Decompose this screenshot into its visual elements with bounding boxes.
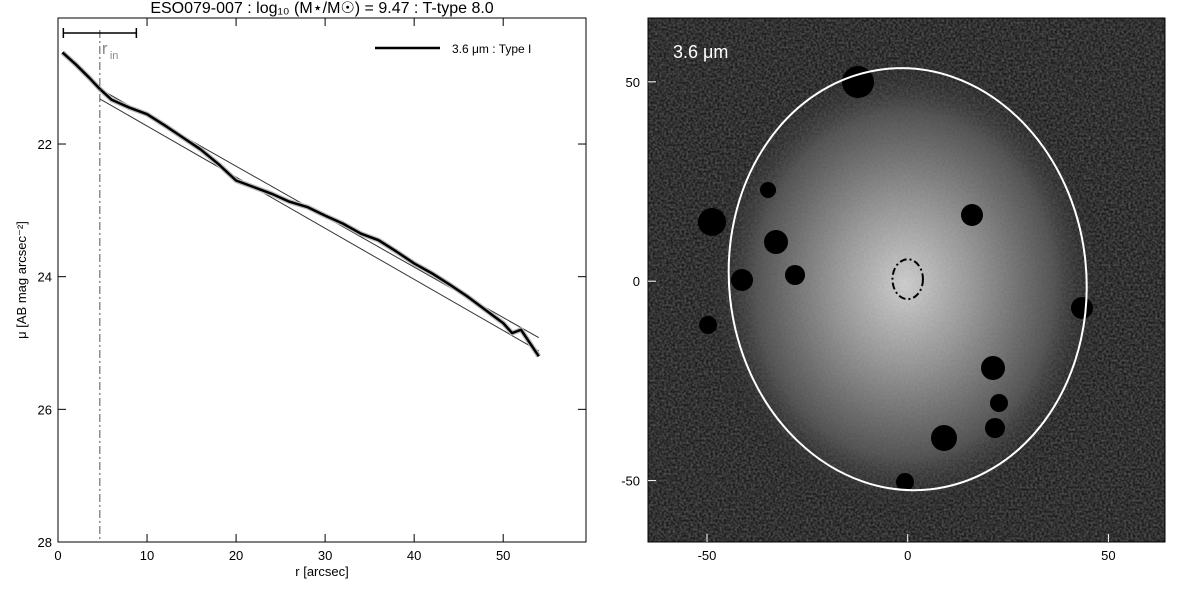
y-tick-label: 28 [38,535,52,550]
y-tick-label: -50 [621,474,640,489]
x-tick-label: 50 [1101,548,1115,563]
x-tick-label: 10 [140,548,154,563]
image-panel: 3.6 μm -50 0 50 -50 0 50 [621,17,1166,563]
y-axis-label: μ [AB mag arcsec⁻²] [14,221,29,339]
y-tick-label: 22 [38,137,52,152]
y-tick-label: 0 [633,274,640,289]
chart-title: ESO079-007 : log₁₀ (M⋆/M☉) = 9.47 : T-ty… [150,0,493,17]
masks [698,66,1093,491]
fit-line [99,98,540,352]
r-in-sub: in [110,50,119,62]
x-tick-label: 0 [54,548,61,563]
y-tick-label: 50 [626,75,640,90]
x-tick-label: 40 [407,548,421,563]
x-tick-label: -50 [698,548,717,563]
band-label: 3.6 μm [673,42,728,62]
aperture-ellipse [891,258,924,301]
x-tick-label: 30 [318,548,332,563]
aperture-ellipse [727,67,1088,492]
x-tick-label: 50 [496,548,510,563]
y-tick-label: 24 [38,270,52,285]
galaxy-glow [705,55,1105,515]
profile-line [61,51,540,357]
legend-label: 3.6 μm : Type I [452,42,531,56]
profile-panel: ESO079-007 : log₁₀ (M⋆/M☉) = 9.47 : T-ty… [14,0,587,579]
x-tick-label: 0 [904,548,911,563]
r-in-label: r [102,39,108,58]
x-axis-label: r [arcsec] [295,564,348,579]
galaxy-image [648,18,1165,542]
image-frame [647,17,1166,543]
x-tick-label: 20 [229,548,243,563]
plot-frame [57,17,587,543]
y-tick-label: 26 [38,402,52,417]
